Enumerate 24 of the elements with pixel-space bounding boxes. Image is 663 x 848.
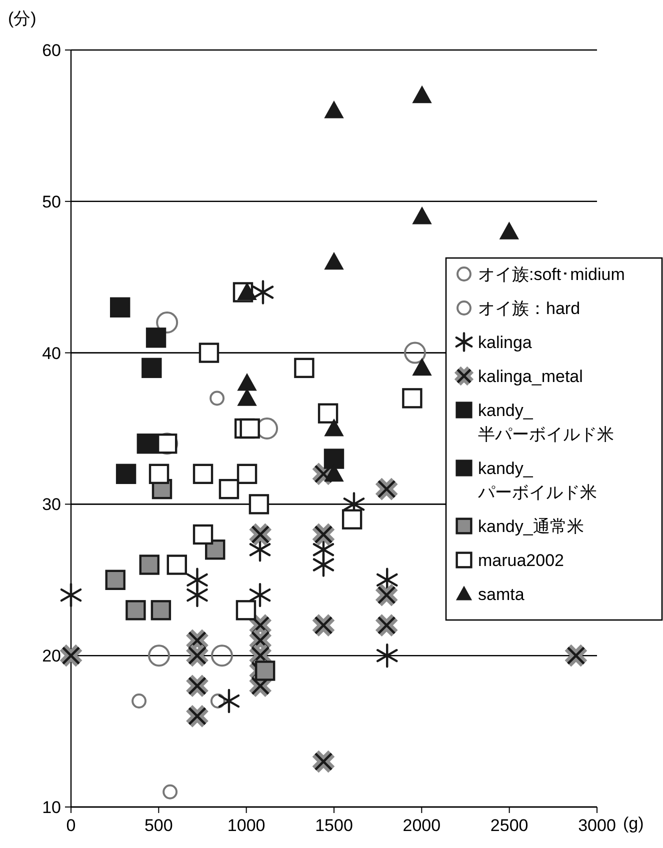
x-tick-label: 2000 xyxy=(402,816,441,835)
y-tick-label: 20 xyxy=(42,646,61,666)
legend-label: kandy_通常米 xyxy=(478,517,584,536)
x-tick-label: 3000 xyxy=(578,816,616,835)
x-tick-label: 1000 xyxy=(227,816,266,835)
legend-label: kalinga xyxy=(478,333,532,352)
x-tick-label: 2500 xyxy=(490,816,528,835)
x-tick-label: 500 xyxy=(144,816,173,835)
legend-label: オイ族:soft･midium xyxy=(478,265,625,284)
legend-label: オイ族：hard xyxy=(478,299,580,318)
x-axis-title: (g) xyxy=(623,814,644,833)
legend-label: kandy_ パーボイルド米 xyxy=(477,459,597,502)
y-tick-label: 40 xyxy=(42,344,61,363)
x-tick-label: 1500 xyxy=(315,816,353,835)
y-tick-label: 30 xyxy=(42,495,61,514)
y-tick-label: 50 xyxy=(42,192,61,212)
legend-label: kalinga_metal xyxy=(478,367,583,386)
x-tick-label: 0 xyxy=(66,816,76,835)
legend-label: marua2002 xyxy=(478,551,564,570)
y-tick-label: 10 xyxy=(42,798,61,817)
y-tick-label: 60 xyxy=(42,41,61,60)
legend-label: kandy_ 半パーボイルド米 xyxy=(478,401,614,444)
legend-label: samta xyxy=(478,585,525,604)
y-axis-title: (分) xyxy=(8,9,36,28)
